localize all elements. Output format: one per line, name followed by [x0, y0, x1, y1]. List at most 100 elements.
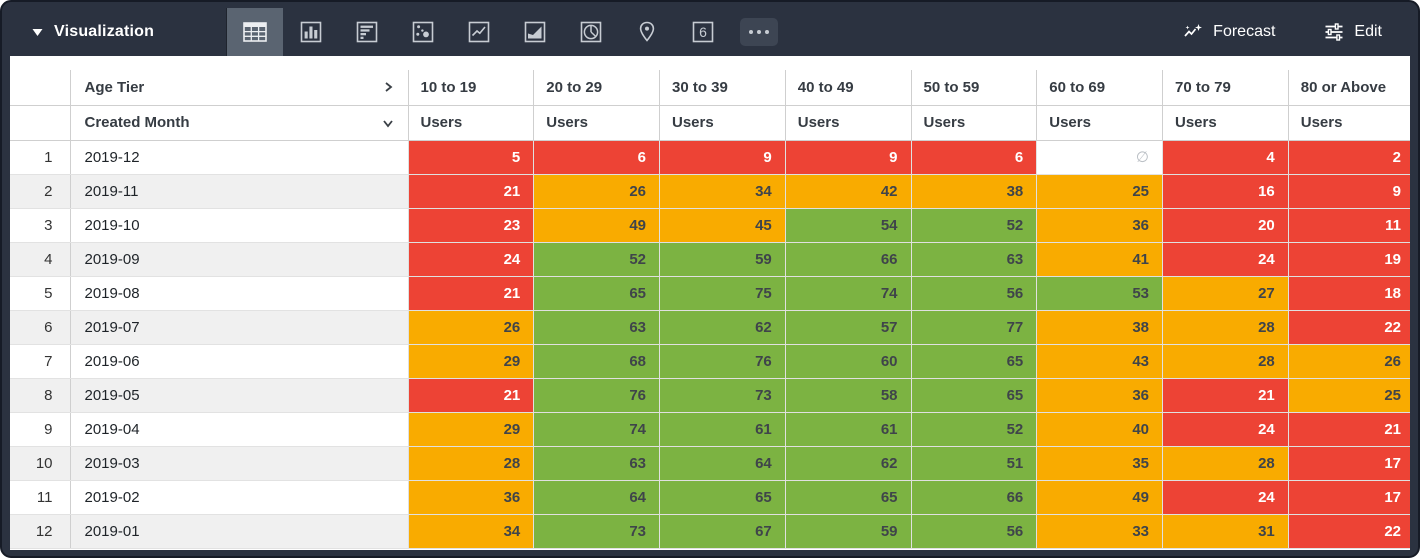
- viz-type-bar-chart-button[interactable]: [283, 8, 339, 56]
- data-cell[interactable]: 18: [1287, 276, 1410, 311]
- data-cell[interactable]: 6: [533, 140, 660, 175]
- pivot-value-header[interactable]: 30 to 39: [659, 70, 786, 106]
- data-cell[interactable]: 54: [784, 208, 911, 243]
- measure-header[interactable]: Users: [533, 105, 660, 141]
- data-cell[interactable]: 77: [910, 310, 1037, 345]
- row-dimension-cell[interactable]: 2019-08: [70, 276, 408, 311]
- data-cell[interactable]: 74: [784, 276, 911, 311]
- viz-type-more-button[interactable]: [731, 8, 787, 56]
- row-dimension-cell[interactable]: 2019-01: [70, 514, 408, 549]
- data-cell[interactable]: 40: [1036, 412, 1163, 447]
- data-cell[interactable]: 49: [1036, 480, 1163, 515]
- data-cell[interactable]: 9: [659, 140, 786, 175]
- row-dimension-cell[interactable]: 2019-10: [70, 208, 408, 243]
- data-cell[interactable]: 34: [407, 514, 534, 549]
- pivot-value-header[interactable]: 60 to 69: [1036, 70, 1163, 106]
- data-cell[interactable]: 38: [1036, 310, 1163, 345]
- data-cell[interactable]: 27: [1162, 276, 1289, 311]
- data-cell[interactable]: 61: [659, 412, 786, 447]
- data-cell[interactable]: 74: [533, 412, 660, 447]
- pivot-value-header[interactable]: 40 to 49: [784, 70, 911, 106]
- viz-type-pie-chart-button[interactable]: [563, 8, 619, 56]
- visualization-section-toggle[interactable]: Visualization: [10, 8, 227, 56]
- pivot-value-header[interactable]: 70 to 79: [1162, 70, 1289, 106]
- data-cell[interactable]: 21: [407, 378, 534, 413]
- data-cell[interactable]: 9: [784, 140, 911, 175]
- data-cell[interactable]: 62: [784, 446, 911, 481]
- data-cell[interactable]: 35: [1036, 446, 1163, 481]
- data-cell[interactable]: 24: [1162, 412, 1289, 447]
- data-cell[interactable]: 24: [1162, 242, 1289, 277]
- measure-header[interactable]: Users: [784, 105, 911, 141]
- forecast-button[interactable]: Forecast: [1182, 21, 1275, 43]
- data-cell[interactable]: 28: [407, 446, 534, 481]
- data-cell[interactable]: 62: [659, 310, 786, 345]
- data-cell[interactable]: 36: [407, 480, 534, 515]
- data-cell[interactable]: 24: [407, 242, 534, 277]
- row-dimension-cell[interactable]: 2019-09: [70, 242, 408, 277]
- data-cell[interactable]: 63: [910, 242, 1037, 277]
- data-cell[interactable]: 28: [1162, 446, 1289, 481]
- pivot-value-header[interactable]: 10 to 19: [407, 70, 534, 106]
- data-cell[interactable]: 21: [407, 276, 534, 311]
- row-dimension-cell[interactable]: 2019-04: [70, 412, 408, 447]
- data-cell[interactable]: 38: [910, 174, 1037, 209]
- data-cell[interactable]: 63: [533, 310, 660, 345]
- data-cell[interactable]: 25: [1036, 174, 1163, 209]
- data-cell[interactable]: ∅: [1036, 140, 1163, 175]
- measure-header[interactable]: Users: [1036, 105, 1163, 141]
- data-cell[interactable]: 33: [1036, 514, 1163, 549]
- data-cell[interactable]: 56: [910, 276, 1037, 311]
- viz-type-map-button[interactable]: [619, 8, 675, 56]
- data-cell[interactable]: 31: [1162, 514, 1289, 549]
- data-cell[interactable]: 73: [533, 514, 660, 549]
- data-cell[interactable]: 29: [407, 344, 534, 379]
- data-cell[interactable]: 26: [533, 174, 660, 209]
- data-cell[interactable]: 28: [1162, 310, 1289, 345]
- data-cell[interactable]: 65: [533, 276, 660, 311]
- data-cell[interactable]: 16: [1162, 174, 1289, 209]
- data-cell[interactable]: 56: [910, 514, 1037, 549]
- pivot-value-header[interactable]: 80 or Above: [1287, 70, 1410, 106]
- data-cell[interactable]: 19: [1287, 242, 1410, 277]
- data-cell[interactable]: 52: [910, 412, 1037, 447]
- data-cell[interactable]: 42: [784, 174, 911, 209]
- data-cell[interactable]: 66: [910, 480, 1037, 515]
- data-cell[interactable]: 22: [1287, 310, 1410, 345]
- viz-type-single-value-button[interactable]: 6: [675, 8, 731, 56]
- measure-header[interactable]: Users: [659, 105, 786, 141]
- data-cell[interactable]: 6: [910, 140, 1037, 175]
- data-cell[interactable]: 75: [659, 276, 786, 311]
- row-dimension-cell[interactable]: 2019-07: [70, 310, 408, 345]
- row-dimension-cell[interactable]: 2019-02: [70, 480, 408, 515]
- measure-header[interactable]: Users: [407, 105, 534, 141]
- data-cell[interactable]: 17: [1287, 480, 1410, 515]
- data-cell[interactable]: 9: [1287, 174, 1410, 209]
- viz-type-horizontal-bar-button[interactable]: [339, 8, 395, 56]
- data-cell[interactable]: 65: [910, 378, 1037, 413]
- data-cell[interactable]: 64: [533, 480, 660, 515]
- data-cell[interactable]: 76: [659, 344, 786, 379]
- data-cell[interactable]: 43: [1036, 344, 1163, 379]
- data-cell[interactable]: 61: [784, 412, 911, 447]
- pivot-value-header[interactable]: 20 to 29: [533, 70, 660, 106]
- edit-button[interactable]: Edit: [1323, 21, 1382, 43]
- data-cell[interactable]: 34: [659, 174, 786, 209]
- data-cell[interactable]: 76: [533, 378, 660, 413]
- viz-type-line-chart-button[interactable]: [451, 8, 507, 56]
- measure-header[interactable]: Users: [1287, 105, 1410, 141]
- data-cell[interactable]: 26: [1287, 344, 1410, 379]
- data-cell[interactable]: 26: [407, 310, 534, 345]
- data-cell[interactable]: 66: [784, 242, 911, 277]
- data-cell[interactable]: 65: [659, 480, 786, 515]
- chevron-right-icon[interactable]: [382, 81, 394, 93]
- data-cell[interactable]: 24: [1162, 480, 1289, 515]
- data-cell[interactable]: 53: [1036, 276, 1163, 311]
- data-cell[interactable]: 65: [784, 480, 911, 515]
- data-cell[interactable]: 21: [1287, 412, 1410, 447]
- data-cell[interactable]: 63: [533, 446, 660, 481]
- data-cell[interactable]: 64: [659, 446, 786, 481]
- data-cell[interactable]: 59: [659, 242, 786, 277]
- data-cell[interactable]: 21: [1162, 378, 1289, 413]
- data-cell[interactable]: 36: [1036, 208, 1163, 243]
